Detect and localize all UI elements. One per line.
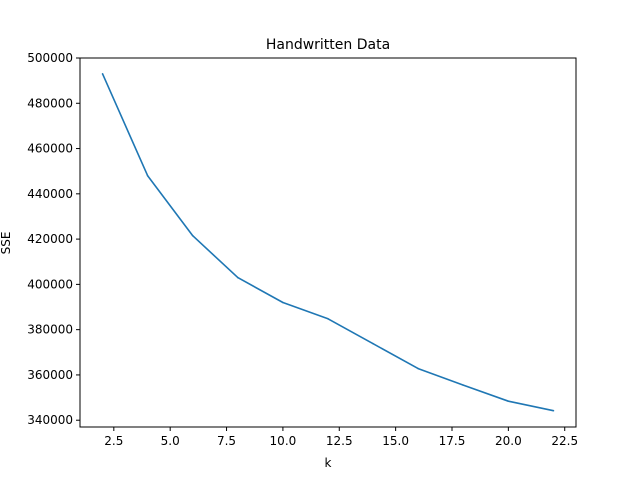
data-point (191, 234, 194, 237)
x-tick-label: 5.0 (161, 434, 180, 448)
plot-frame (79, 57, 577, 428)
y-axis: 340000 360000 380000 400000 420000 440000 4600… (27, 51, 80, 427)
plot-area (80, 58, 576, 427)
y-tick-label: 360000 (27, 368, 73, 382)
y-tick-label: 500000 (27, 51, 73, 65)
data-point (282, 301, 284, 304)
x-tick-label: 15.0 (382, 434, 409, 448)
x-tick-label: 2.5 (104, 434, 123, 448)
x-tick-label: 10.0 (270, 434, 297, 448)
data-point (146, 174, 149, 177)
y-tick-label: 420000 (27, 232, 73, 246)
x-tick-label: 20.0 (495, 434, 522, 448)
data-point (462, 384, 465, 386)
x-tick-label: 12.5 (326, 434, 353, 448)
y-tick-label: 480000 (27, 96, 73, 110)
x-tick-label: 17.5 (439, 434, 466, 448)
data-point (372, 342, 374, 345)
x-tick-label: 7.5 (217, 434, 236, 448)
data-point (101, 73, 104, 75)
data-point (417, 367, 419, 370)
y-tick-label: 380000 (27, 323, 73, 337)
x-axis-label: k (325, 456, 332, 470)
y-tick-label: 440000 (27, 187, 73, 201)
data-point (552, 409, 555, 412)
chart-title: Handwritten Data (266, 37, 390, 53)
y-tick-label: 460000 (27, 142, 73, 156)
y-axis-label: SSE (0, 232, 13, 255)
y-tick-label: 400000 (27, 277, 73, 291)
y-tick-label: 340000 (27, 413, 73, 427)
series-layer (101, 73, 555, 412)
x-axis: 2.5 5.0 7.5 10.0 12.5 15.0 17.5 20.0 22.5 (104, 427, 578, 448)
data-point (507, 400, 510, 402)
data-point (237, 276, 239, 279)
data-point (327, 317, 329, 320)
x-tick-label: 22.5 (551, 434, 578, 448)
